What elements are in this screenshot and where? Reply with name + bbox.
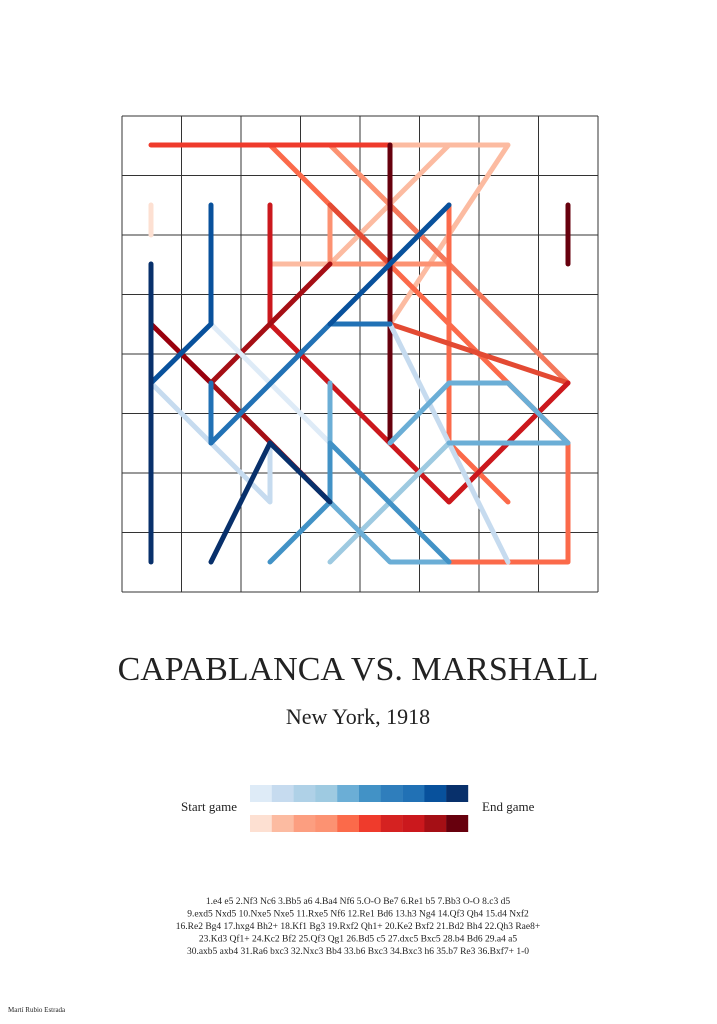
white-moves: [148, 202, 571, 565]
move-line-text: 9.exd5 Nxd5 10.Nxe5 Nxe5 11.Rxe5 Nf6 12.…: [187, 909, 529, 920]
legend-swatch: [315, 815, 338, 832]
legend-swatch: [271, 785, 294, 802]
legend-swatch: [337, 815, 360, 832]
move-line: [267, 440, 452, 565]
move-line: [208, 440, 273, 565]
chess-board: [121, 115, 599, 593]
legend-start: Start game: [181, 799, 237, 814]
legend-swatch: [337, 785, 360, 802]
move-line: [267, 440, 333, 505]
subtitle: New York, 1918: [286, 704, 430, 729]
legend-swatch: [446, 785, 469, 802]
move-line: [148, 202, 214, 386]
legend-swatch: [271, 815, 294, 832]
legend-swatch: [250, 815, 272, 832]
legend-swatch: [446, 815, 469, 832]
move-line-text: 23.Kd3 Qf1+ 24.Kc2 Bf2 25.Qf3 Qg1 26.Bd5…: [199, 934, 518, 945]
legend: [250, 785, 469, 832]
move-line-text: 1.e4 e5 2.Nf3 Nc6 3.Bb5 a6 4.Ba4 Nf6 5.O…: [206, 896, 510, 907]
legend-swatch: [315, 785, 338, 802]
legend-swatch: [424, 815, 447, 832]
legend-swatch: [359, 785, 381, 802]
move-list: 1.e4 e5 2.Nf3 Nc6 3.Bb5 a6 4.Ba4 Nf6 5.O…: [176, 896, 540, 957]
legend-swatch: [293, 785, 316, 802]
legend-swatch: [359, 815, 381, 832]
move-line: [387, 380, 571, 446]
legend-end: End game: [482, 799, 535, 814]
move-line-text: 30.axb5 axb4 31.Ra6 bxc3 32.Nxc3 Bb4 33.…: [187, 946, 529, 957]
legend-swatch: [402, 785, 425, 802]
legend-swatch: [293, 815, 316, 832]
author: Martí Rubio Estrada: [8, 1006, 66, 1014]
legend-swatch: [250, 785, 272, 802]
title: CAPABLANCA VS. MARSHALL: [118, 651, 599, 688]
move-line: [148, 380, 273, 505]
move-line: [327, 202, 452, 327]
move-line-text: 16.Re2 Bg4 17.hxg4 Bh2+ 18.Kf1 Bg3 19.Rx…: [176, 921, 540, 932]
legend-swatch: [380, 815, 403, 832]
legend-swatch: [380, 785, 403, 802]
legend-swatch: [402, 815, 425, 832]
legend-swatch: [424, 785, 447, 802]
